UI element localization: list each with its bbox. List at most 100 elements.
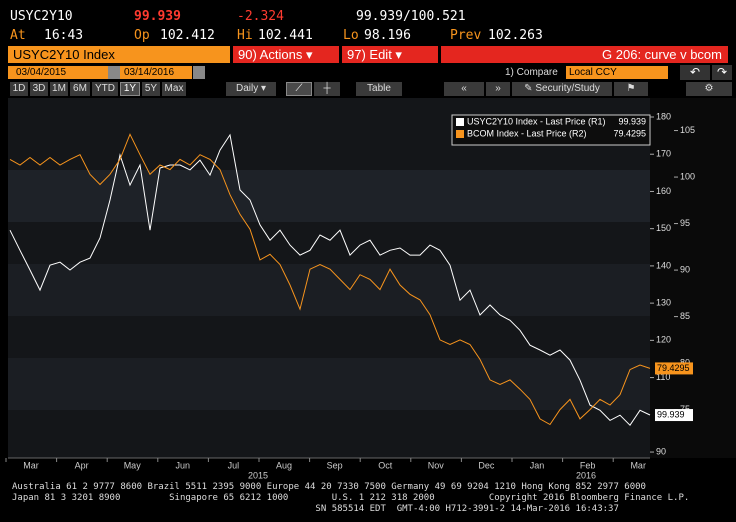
flag-button[interactable]: ⚑ (614, 82, 648, 96)
high-label: Hi (237, 28, 253, 43)
x-tick-label: Nov (428, 460, 445, 470)
axis-background (650, 98, 736, 458)
x-tick-label: Jul (228, 460, 240, 470)
period-button[interactable]: YTD (92, 82, 118, 96)
last-value-label: 79.4295 (657, 363, 690, 373)
legend-box (451, 114, 651, 146)
frequency-dropdown[interactable]: Daily ▾ (226, 82, 276, 96)
year-label: 2016 (576, 470, 596, 480)
period-button[interactable]: 6M (70, 82, 90, 96)
footer-line: SN 585514 EDT GMT-4:00 H712-3991-2 14-Ma… (12, 504, 619, 514)
legend: USYC2Y10 Index - Last Price (R1) 99.939 BC… (451, 114, 651, 146)
chart: USYC2Y10 Index - Last Price (R1) 99.939 BC… (5, 98, 736, 480)
plot-band (8, 264, 650, 316)
year-label: 2015 (248, 470, 268, 480)
scroll-left[interactable]: « (444, 82, 484, 96)
y-tick-label: 140 (656, 260, 671, 270)
x-tick-label: Jan (530, 460, 545, 470)
page-title: G 206: curve v bcom (441, 46, 728, 63)
currency-field[interactable] (566, 66, 668, 79)
ticker: USYC2Y10 (10, 9, 73, 24)
time-label: At (10, 28, 26, 43)
plot-band (8, 358, 650, 410)
table-button[interactable]: Table (356, 82, 402, 96)
y2-tick-label: 105 (680, 125, 695, 135)
legend-swatch (456, 130, 464, 138)
crosshair-tool[interactable]: ┼ (314, 82, 340, 96)
y-tick-label: 90 (656, 446, 666, 456)
end-date: 03/14/2016 (124, 67, 175, 78)
period-button[interactable]: 1M (50, 82, 68, 96)
legend-value: 99.939 (618, 116, 646, 126)
y-tick-label: 170 (656, 149, 671, 159)
settings-button[interactable]: ⚙ (686, 82, 732, 96)
y2-tick-label: 95 (680, 218, 690, 228)
last-value-tag (655, 409, 693, 422)
high: 102.441 (258, 28, 313, 43)
end-date-field[interactable] (120, 66, 192, 79)
prev-label: Prev (450, 28, 482, 43)
legend-swatch (456, 118, 464, 126)
y-tick-label: 120 (656, 335, 671, 345)
x-tick-label: May (124, 460, 142, 470)
y2-tick-label: 85 (680, 311, 690, 321)
y2-tick-label: 75 (680, 404, 690, 414)
period-button[interactable]: Max (162, 82, 186, 96)
y2-tick-label: 100 (680, 171, 695, 181)
frequency: Daily (235, 83, 259, 94)
y-tick-label: 180 (656, 111, 671, 121)
x-tick-label: Mar (630, 460, 646, 470)
x-tick-label: Sep (327, 460, 343, 470)
open-label: Op (134, 28, 150, 43)
calendar-icon[interactable] (193, 66, 205, 79)
plot-band (8, 170, 650, 222)
edit-button[interactable]: 97) Edit ▾ (342, 46, 438, 63)
y-tick-label: 150 (656, 223, 671, 233)
y-tick-label: 130 (656, 298, 671, 308)
legend-label: BCOM Index - Last Price (R2) (467, 128, 587, 138)
last-price: 99.939 (134, 9, 181, 24)
security-study-button[interactable]: ✎ Security/Study (512, 82, 612, 96)
period-button[interactable]: 1Y (120, 82, 140, 96)
line-tool[interactable]: ⟋ (286, 82, 312, 96)
edit-label: 97) Edit (347, 47, 392, 62)
footer-line: Australia 61 2 9777 8600 Brazil 5511 239… (12, 482, 646, 492)
x-tick-label: Oct (378, 460, 393, 470)
net-change: -2.324 (237, 9, 284, 24)
legend-label: USYC2Y10 Index - Last Price (R1) (467, 116, 606, 126)
price-line (9, 133, 651, 426)
price-line (9, 133, 651, 426)
period-button[interactable]: 1D (10, 82, 28, 96)
start-date: 03/04/2015 (16, 67, 67, 78)
x-tick-label: Mar (23, 460, 39, 470)
currency: Local CCY (569, 67, 617, 78)
actions-button[interactable]: 90) Actions ▾ (233, 46, 339, 63)
x-tick-label: Feb (580, 460, 596, 470)
x-tick-label: Aug (276, 460, 292, 470)
back-button[interactable]: ↶ (680, 65, 710, 80)
y-tick-label: 160 (656, 186, 671, 196)
security-study: Security/Study (535, 83, 600, 94)
scroll-right[interactable]: » (486, 82, 510, 96)
legend-value: 79.4295 (613, 128, 646, 138)
open: 102.412 (160, 28, 215, 43)
x-tick-label: Apr (75, 460, 89, 470)
period-button[interactable]: 3D (30, 82, 48, 96)
y2-tick-label: 90 (680, 264, 690, 274)
start-date-field[interactable] (8, 66, 108, 79)
low-label: Lo (343, 28, 359, 43)
footer-line: Japan 81 3 3201 8900 Singapore 65 6212 1… (12, 493, 690, 503)
x-tick-label: Dec (478, 460, 495, 470)
forward-button[interactable]: ↷ (712, 65, 732, 80)
last-value-label: 99.939 (657, 409, 685, 419)
bid-ask: 99.939/100.521 (356, 9, 466, 24)
security-bar: USYC2Y10 Index (8, 46, 230, 63)
time: 16:43 (44, 28, 84, 43)
last-value-tag (655, 362, 693, 375)
period-button[interactable]: 5Y (142, 82, 160, 96)
calendar-icon[interactable] (108, 66, 120, 79)
prev: 102.263 (488, 28, 543, 43)
x-tick-label: Jun (176, 460, 191, 470)
actions-label: 90) Actions (238, 47, 303, 62)
